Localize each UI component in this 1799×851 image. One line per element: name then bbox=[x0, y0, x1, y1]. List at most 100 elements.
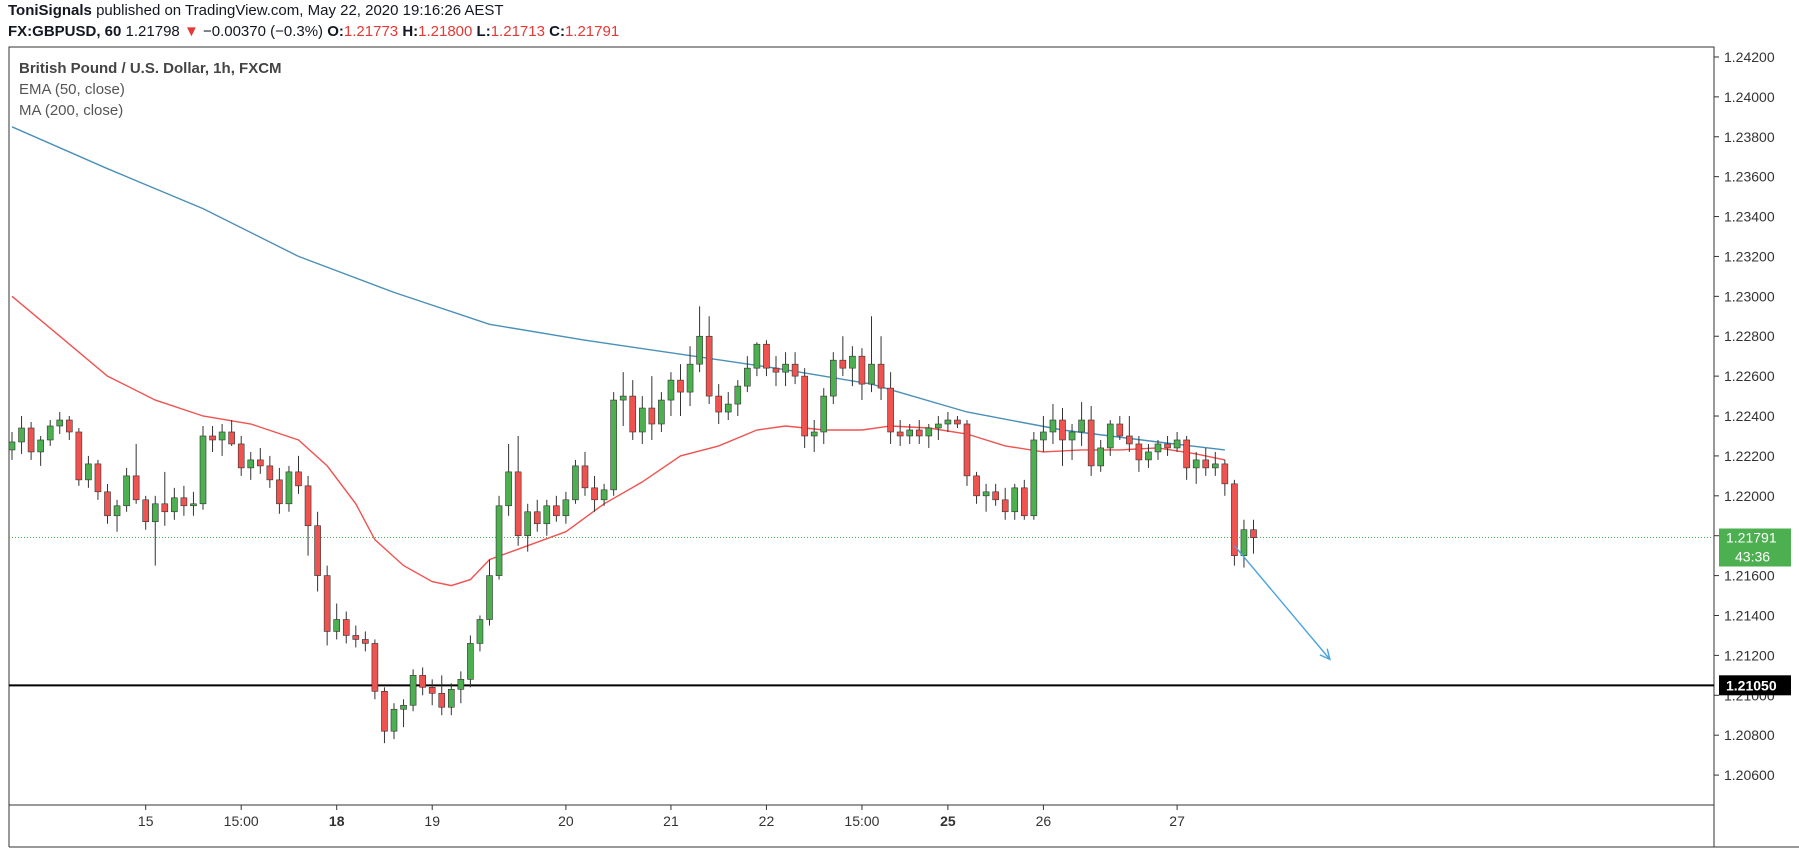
candle bbox=[113, 499, 121, 532]
candle bbox=[457, 671, 465, 704]
candle bbox=[820, 388, 828, 444]
candle-body-up bbox=[562, 499, 570, 517]
candle-body-down bbox=[763, 343, 770, 369]
candle-body-up bbox=[505, 471, 512, 507]
candle bbox=[1231, 479, 1238, 566]
candle-body-up bbox=[247, 459, 255, 469]
candle-body-down bbox=[791, 363, 799, 377]
candle-body-down bbox=[629, 395, 637, 433]
candle bbox=[151, 495, 159, 566]
x-axis-ticks: 15 15:00 18 19 20 21 22 15:00 25 26 27 bbox=[138, 805, 1185, 829]
candle-body-down bbox=[1183, 439, 1190, 469]
candle bbox=[782, 352, 789, 387]
candle bbox=[1173, 431, 1181, 452]
plot-area[interactable] bbox=[8, 46, 1715, 806]
y-tick-label: 1.22400 bbox=[1724, 408, 1775, 424]
candle bbox=[142, 495, 149, 530]
candle bbox=[562, 491, 570, 524]
candle bbox=[46, 420, 54, 446]
candle bbox=[476, 615, 484, 652]
candle bbox=[963, 420, 971, 486]
symbol: FX:GBPUSD, 60 bbox=[8, 23, 122, 40]
candle-body-down bbox=[256, 459, 264, 467]
candle-body-down bbox=[915, 429, 923, 437]
candle-body-down bbox=[342, 619, 350, 636]
candle bbox=[362, 631, 369, 652]
candle-body-up bbox=[753, 343, 761, 369]
candle bbox=[944, 412, 952, 432]
last-price-badge bbox=[1719, 528, 1791, 548]
candle-body-down bbox=[858, 355, 866, 385]
x-tick-label: 22 bbox=[759, 813, 775, 829]
candle bbox=[610, 392, 617, 496]
candle bbox=[1011, 483, 1019, 520]
close-label: C: bbox=[549, 23, 565, 40]
candle-body-up bbox=[8, 441, 16, 451]
candle-body-down bbox=[1135, 443, 1143, 461]
candle-body-down bbox=[104, 491, 111, 517]
candle bbox=[839, 336, 847, 377]
candle-body-up bbox=[829, 359, 837, 397]
candle-body-up bbox=[849, 355, 856, 369]
y-tick-label: 1.22600 bbox=[1724, 368, 1775, 384]
x-tick-label: 26 bbox=[1036, 813, 1052, 829]
candle bbox=[447, 683, 455, 716]
y-tick-label: 1.24000 bbox=[1724, 89, 1775, 105]
candle bbox=[1221, 459, 1229, 496]
candle-body-down bbox=[362, 639, 369, 644]
candle bbox=[925, 424, 933, 448]
candle bbox=[419, 667, 426, 696]
candle-body-up bbox=[400, 704, 407, 710]
candle bbox=[1202, 447, 1210, 476]
candle-body-down bbox=[66, 419, 73, 433]
candle-body-down bbox=[94, 463, 102, 493]
x-tick-label: 27 bbox=[1169, 813, 1185, 829]
y-tick-label: 1.20600 bbox=[1724, 767, 1775, 783]
candle bbox=[572, 459, 579, 504]
candle bbox=[428, 679, 436, 706]
candle bbox=[1154, 439, 1162, 460]
low-label: L: bbox=[476, 23, 491, 40]
candle-body-up bbox=[1040, 431, 1047, 441]
candle-body-up bbox=[495, 505, 503, 576]
candle-body-up bbox=[151, 503, 159, 523]
candle bbox=[1040, 416, 1047, 452]
candle-body-down bbox=[132, 475, 140, 501]
candle bbox=[1030, 431, 1038, 520]
candle bbox=[409, 669, 417, 712]
candle-body-up bbox=[476, 619, 484, 644]
x-tick-label: 15:00 bbox=[844, 813, 879, 829]
candle bbox=[371, 639, 379, 700]
candle bbox=[352, 625, 360, 648]
candle bbox=[18, 416, 25, 454]
candle-body-up bbox=[56, 419, 64, 427]
candle-body-down bbox=[1087, 419, 1095, 467]
candle-body-down bbox=[648, 407, 656, 425]
candle-body-down bbox=[237, 443, 245, 469]
candle-body-up bbox=[1173, 439, 1181, 449]
ma-200-line bbox=[11, 126, 1225, 451]
candle bbox=[180, 485, 188, 516]
candle-body-down bbox=[887, 387, 894, 433]
candle-body-up bbox=[782, 363, 789, 373]
candle bbox=[1097, 439, 1104, 472]
candle bbox=[56, 412, 64, 434]
candle-body-down bbox=[295, 471, 302, 487]
candle-body-up bbox=[1154, 443, 1162, 453]
x-tick-label: 20 bbox=[558, 813, 574, 829]
x-tick-label: 18 bbox=[329, 813, 345, 829]
candle-body-down bbox=[1001, 499, 1009, 513]
author-name[interactable]: ToniSignals bbox=[8, 2, 92, 19]
candle-body-down bbox=[1250, 529, 1257, 539]
ma-legend: MA (200, close) bbox=[19, 102, 124, 119]
candle-body-down bbox=[1164, 443, 1171, 449]
candle-body-up bbox=[1078, 419, 1085, 433]
candle-body-up bbox=[944, 419, 952, 425]
candle bbox=[1135, 435, 1143, 472]
projection-arrow-head-icon bbox=[1319, 648, 1331, 661]
candle-body-up bbox=[744, 367, 751, 387]
candle bbox=[237, 435, 245, 476]
candle-body-up bbox=[686, 363, 694, 393]
y-tick-label: 1.21400 bbox=[1724, 608, 1775, 624]
